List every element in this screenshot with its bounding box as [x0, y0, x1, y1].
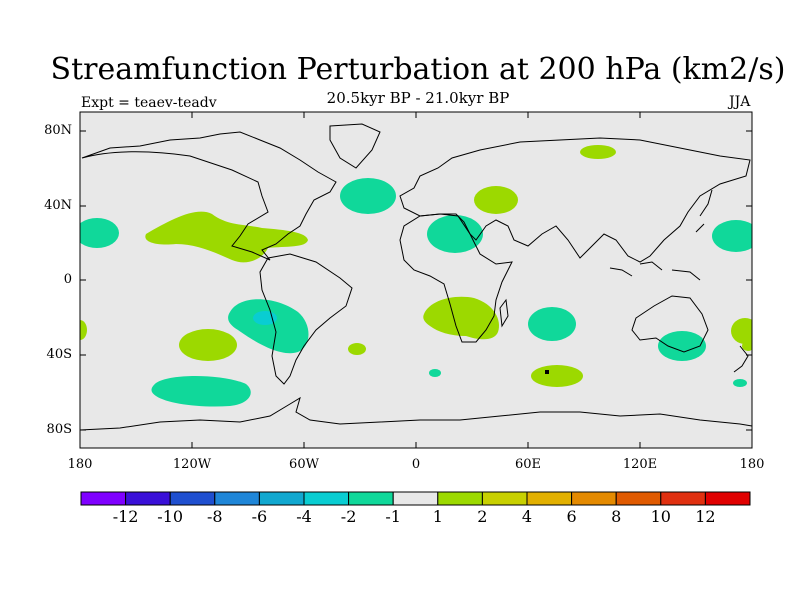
colorbar-box [80, 491, 127, 506]
anomaly-negative-south-america [228, 299, 309, 354]
coastline-antarctica [80, 396, 752, 431]
experiment-label: Expt = teaev-teadv [81, 95, 217, 111]
colorbar-label: 10 [650, 507, 671, 526]
colorbar-label: -12 [112, 507, 139, 526]
lon-label: 180 [739, 457, 765, 472]
anomaly-positive-europe [474, 186, 518, 214]
anomaly-positive-south-indian [531, 365, 583, 387]
anomaly-negative-north-africa [427, 215, 483, 253]
colorbar-label: 1 [432, 507, 443, 526]
anomaly-positive-tasman [731, 318, 752, 344]
lat-label: 40S [46, 347, 72, 362]
anomaly-negative-australia [658, 331, 706, 361]
lon-label: 0 [411, 457, 421, 472]
colorbar [80, 491, 751, 506]
coastline-indonesia [609, 261, 701, 281]
anomaly-negative-small-south-pacific [733, 379, 747, 387]
colorbar-box [258, 491, 305, 506]
colorbar-label: 12 [695, 507, 716, 526]
colorbar-box [214, 491, 260, 506]
colorbar-box [437, 491, 483, 506]
lon-label: 120E [622, 457, 658, 472]
colorbar-box [615, 491, 662, 506]
anomaly-fields [80, 123, 752, 431]
colorbar-box [303, 491, 350, 506]
anomaly-negative-west-pacific [80, 218, 119, 248]
colorbar-box [392, 491, 439, 506]
anomaly-positive-west-edge [80, 320, 87, 340]
colorbar-box [348, 491, 394, 506]
anomaly-negative-southern-ocean [151, 375, 251, 407]
colorbar-box [169, 491, 216, 506]
colorbar-label: 6 [566, 507, 577, 526]
anomaly-positive-small-chile [348, 343, 366, 355]
anomaly-positive-south-pacific [179, 329, 237, 361]
anomaly-negative-indian-ocean [528, 307, 576, 341]
coastline-south-america [259, 253, 353, 385]
anomaly-negative-north-atlantic [340, 178, 396, 214]
lat-label: 40N [44, 198, 72, 213]
axis-ticks [80, 112, 752, 448]
lat-label: 0 [63, 272, 72, 287]
anomaly-positive-southern-africa [423, 296, 499, 340]
anomaly-negative-east-asia [712, 220, 752, 252]
colorbar-box [481, 491, 528, 506]
coastline-north-america [81, 131, 337, 261]
coastline-madagascar [499, 298, 509, 328]
anomaly-negative-small-atlantic [429, 369, 441, 377]
coastline-africa [399, 213, 513, 343]
coastline-australia [631, 295, 709, 353]
coastline-greenland [329, 123, 381, 169]
colorbar-label: -10 [157, 507, 184, 526]
lon-label: 60E [514, 457, 542, 472]
colorbar-box [704, 491, 751, 506]
lon-label: 180 [67, 457, 93, 472]
colorbar-box [660, 491, 706, 506]
lat-label: 80S [46, 422, 72, 437]
colorbar-label: 2 [477, 507, 488, 526]
map-subtitle: 20.5kyr BP - 21.0kyr BP [326, 89, 510, 107]
coastline-japan [695, 189, 713, 233]
colorbar-label: -6 [251, 507, 268, 526]
anomaly-positive-north-america [145, 211, 308, 263]
colorbar-box [526, 491, 573, 506]
colorbar-label: -8 [207, 507, 223, 526]
colorbar-label: -1 [385, 507, 401, 526]
colorbar-label: -4 [296, 507, 312, 526]
season-label: JJA [729, 94, 751, 110]
lon-label: 120W [172, 457, 212, 472]
coastline-eurasia-africa [399, 137, 751, 263]
map-title: Streamfunction Perturbation at 200 hPa (… [50, 52, 786, 87]
anomaly-positive-arctic [580, 145, 616, 159]
colorbar-box [125, 491, 171, 506]
lon-label: 60W [289, 457, 319, 472]
colorbar-label: 4 [521, 507, 533, 526]
colorbar-label: -2 [340, 507, 357, 526]
coastlines [80, 123, 752, 431]
colorbar-label: 8 [611, 507, 622, 526]
colorbar-box [571, 491, 617, 506]
coastline-new-zealand [733, 345, 749, 373]
anomaly-positive-small-indo [742, 341, 752, 351]
lat-label: 80N [44, 123, 72, 138]
marker-dot [545, 370, 549, 374]
